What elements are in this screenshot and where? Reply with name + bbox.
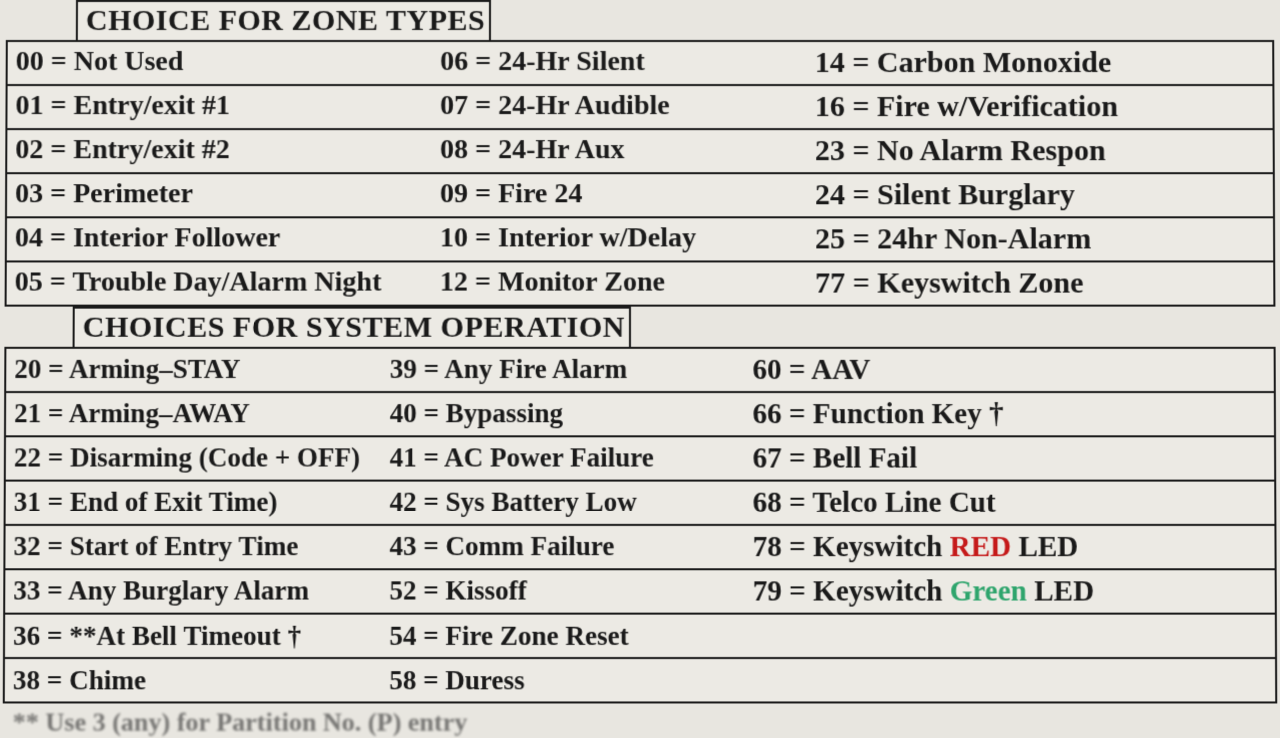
col3-value: 24 = Silent Burglary: [815, 178, 1265, 212]
table-row: 38 = Chime58 = Duress: [4, 658, 1276, 702]
col1-value: 33 = Any Burglary Alarm: [13, 575, 389, 608]
col2-value: 42 = Sys Battery Low: [389, 486, 752, 519]
col2-value: 40 = Bypassing: [390, 398, 753, 431]
table-cell: 01 = Entry/exit #107 = 24-Hr Audible16 =…: [6, 85, 1273, 129]
col1-value: 05 = Trouble Day/Alarm Night: [15, 266, 440, 300]
col2-value: 39 = Any Fire Alarm: [390, 353, 753, 386]
col2-value: 10 = Interior w/Delay: [440, 222, 815, 256]
col3-value: 23 = No Alarm Respon: [815, 134, 1265, 168]
col1-value: 20 = Arming–STAY: [14, 353, 390, 386]
system-operation-header: CHOICES FOR SYSTEM OPERATION: [73, 307, 631, 347]
col1-value: 21 = Arming–AWAY: [14, 398, 390, 431]
table-row: 36 = **At Bell Timeout †54 = Fire Zone R…: [4, 614, 1276, 658]
col3-value: 16 = Fire w/Verification: [815, 90, 1265, 124]
table-row: 01 = Entry/exit #107 = 24-Hr Audible16 =…: [6, 85, 1273, 129]
col2-value: 43 = Comm Failure: [389, 530, 752, 563]
col3-value: 14 = Carbon Monoxide: [815, 46, 1265, 80]
table-row: 31 = End of Exit Time)42 = Sys Battery L…: [5, 481, 1276, 525]
table-row: 02 = Entry/exit #208 = 24-Hr Aux23 = No …: [6, 129, 1274, 173]
col1-value: 22 = Disarming (Code + OFF): [14, 442, 390, 475]
table-cell: 03 = Perimeter09 = Fire 2424 = Silent Bu…: [6, 173, 1274, 217]
col2-value: 54 = Fire Zone Reset: [389, 620, 753, 651]
table-row: 05 = Trouble Day/Alarm Night12 = Monitor…: [6, 261, 1275, 305]
table-row: 03 = Perimeter09 = Fire 2424 = Silent Bu…: [6, 173, 1274, 217]
zone-types-table: 00 = Not Used06 = 24-Hr Silent14 = Carbo…: [5, 40, 1276, 307]
col3-value: 77 = Keyswitch Zone: [815, 266, 1265, 300]
col3-value: 78 = Keyswitch RED LED: [753, 530, 1267, 563]
table-row: 00 = Not Used06 = 24-Hr Silent14 = Carbo…: [7, 41, 1274, 85]
col3-value: 79 = Keyswitch Green LED: [753, 575, 1267, 608]
col3-value: 25 = 24hr Non-Alarm: [815, 222, 1265, 256]
footnote-text: ** Use 3 (any) for Partition No. (P) ent…: [3, 703, 1278, 737]
col2-value: 09 = Fire 24: [440, 178, 815, 212]
table-row: 32 = Start of Entry Time43 = Comm Failur…: [4, 525, 1275, 569]
table-cell: 38 = Chime58 = Duress: [4, 658, 1276, 702]
col2-value: 08 = 24-Hr Aux: [440, 134, 815, 168]
green-text: Green: [950, 575, 1027, 607]
table-row: 21 = Arming–AWAY40 = Bypassing66 = Funct…: [5, 392, 1275, 436]
table-cell: 04 = Interior Follower10 = Interior w/De…: [6, 217, 1274, 261]
table-cell: 20 = Arming–STAY39 = Any Fire Alarm60 = …: [5, 348, 1275, 392]
col3-value: 67 = Bell Fail: [753, 442, 1266, 475]
col3-value: [753, 620, 1267, 651]
table-row: 22 = Disarming (Code + OFF)41 = AC Power…: [5, 436, 1275, 480]
col1-value: 03 = Perimeter: [15, 178, 440, 212]
col1-value: 00 = Not Used: [16, 46, 441, 80]
col2-value: 07 = 24-Hr Audible: [440, 90, 815, 124]
col1-value: 02 = Entry/exit #2: [15, 134, 440, 168]
col1-value: 01 = Entry/exit #1: [15, 90, 440, 124]
col3-value: 66 = Function Key †: [753, 398, 1266, 431]
col3-value: 60 = AAV: [753, 353, 1266, 386]
table-cell: 22 = Disarming (Code + OFF)41 = AC Power…: [5, 436, 1275, 480]
col2-value: 41 = AC Power Failure: [390, 442, 753, 475]
table-row: 20 = Arming–STAY39 = Any Fire Alarm60 = …: [5, 348, 1275, 392]
col2-value: 12 = Monitor Zone: [440, 266, 815, 300]
col1-value: 31 = End of Exit Time): [14, 486, 390, 519]
table-cell: 21 = Arming–AWAY40 = Bypassing66 = Funct…: [5, 392, 1275, 436]
table-cell: 36 = **At Bell Timeout †54 = Fire Zone R…: [4, 614, 1276, 658]
table-cell: 31 = End of Exit Time)42 = Sys Battery L…: [5, 481, 1276, 525]
system-operation-table: 20 = Arming–STAY39 = Any Fire Alarm60 = …: [3, 347, 1277, 704]
col1-value: 36 = **At Bell Timeout †: [13, 620, 389, 651]
table-cell: 02 = Entry/exit #208 = 24-Hr Aux23 = No …: [6, 129, 1274, 173]
col1-value: 04 = Interior Follower: [15, 222, 440, 256]
table-cell: 05 = Trouble Day/Alarm Night12 = Monitor…: [6, 261, 1275, 305]
col2-value: 58 = Duress: [389, 665, 753, 696]
red-text: RED: [950, 530, 1012, 562]
table-cell: 00 = Not Used06 = 24-Hr Silent14 = Carbo…: [7, 41, 1274, 85]
zone-types-header: CHOICE FOR ZONE TYPES: [76, 0, 491, 40]
table-row: 33 = Any Burglary Alarm52 = Kissoff79 = …: [4, 569, 1276, 613]
col1-value: 32 = Start of Entry Time: [13, 530, 389, 563]
col2-value: 52 = Kissoff: [389, 575, 753, 608]
col2-value: 06 = 24-Hr Silent: [440, 46, 815, 80]
table-cell: 32 = Start of Entry Time43 = Comm Failur…: [4, 525, 1275, 569]
col1-value: 38 = Chime: [13, 665, 389, 696]
col3-value: [753, 665, 1267, 696]
col3-value: 68 = Telco Line Cut: [753, 486, 1267, 519]
table-row: 04 = Interior Follower10 = Interior w/De…: [6, 217, 1274, 261]
table-cell: 33 = Any Burglary Alarm52 = Kissoff79 = …: [4, 569, 1276, 613]
